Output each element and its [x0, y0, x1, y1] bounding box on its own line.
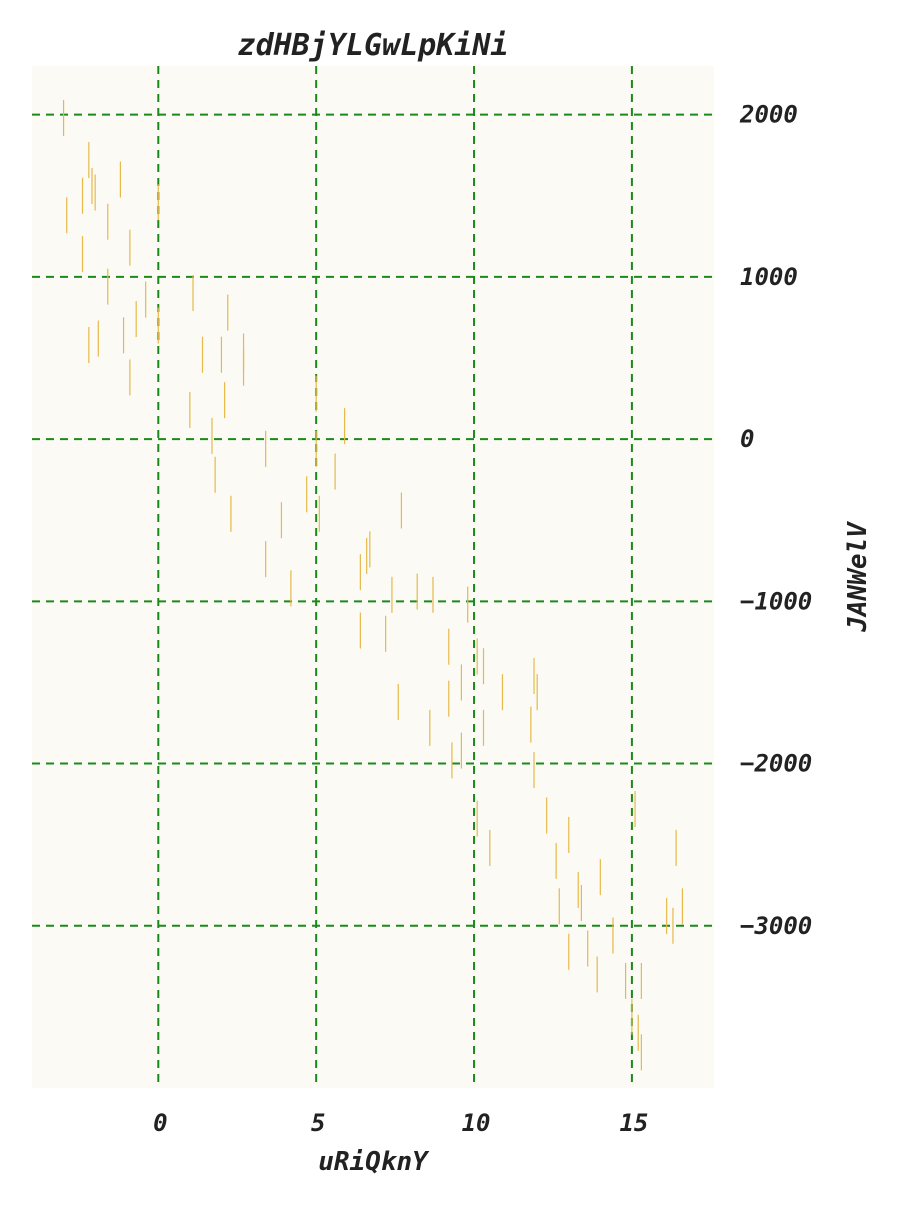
data-points: [62, 99, 684, 1071]
y-tick-labels: 2000 1000 0 −1000 −2000 −3000: [739, 101, 812, 940]
y-tick-label: 2000: [739, 101, 798, 129]
y-tick-label: −1000: [740, 587, 812, 615]
x-tick-label: 15: [619, 1109, 648, 1137]
y-tick-label: −2000: [740, 750, 812, 778]
x-tick-labels: 0 5 10 15: [153, 1109, 648, 1137]
y-tick-label: 0: [740, 425, 754, 453]
x-tick-label: 0: [153, 1109, 167, 1137]
x-tick-label: 5: [311, 1109, 325, 1137]
y-tick-label: −3000: [740, 912, 812, 940]
y-tick-label: 1000: [740, 263, 798, 291]
chart-title: zdHBjYLGwLpKiNi: [238, 28, 509, 63]
y-axis-label: JANWelV: [843, 521, 873, 633]
x-axis-label: uRiQknY: [318, 1147, 430, 1177]
plot-area: [32, 66, 714, 1088]
grid: [32, 66, 714, 1088]
x-tick-label: 10: [462, 1109, 491, 1137]
